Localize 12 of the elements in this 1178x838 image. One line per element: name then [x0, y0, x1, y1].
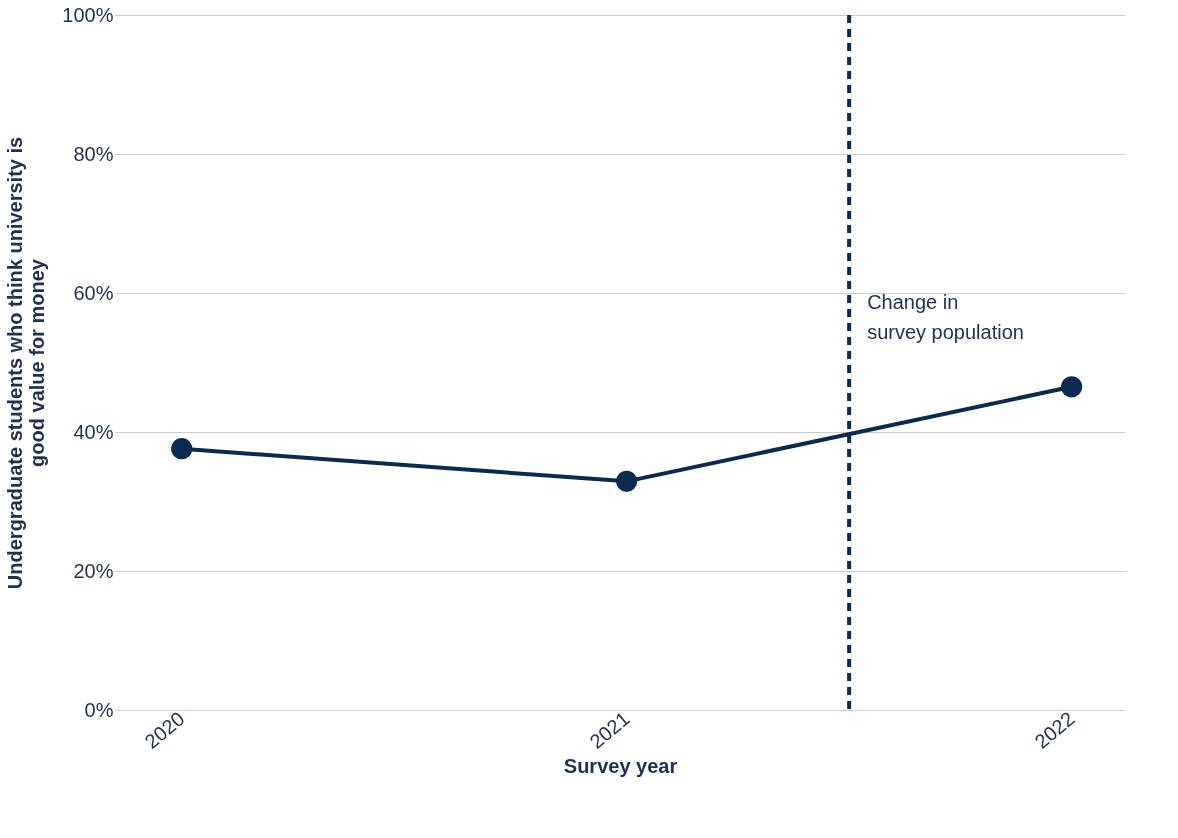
point	[1061, 376, 1083, 398]
x-axis-title: Survey year	[563, 754, 678, 777]
annotation: Change in survey population	[867, 291, 1024, 343]
y-tick-label: 40%	[73, 420, 114, 443]
y-tick-label: 0%	[84, 698, 114, 721]
y-tick-label: 80%	[73, 142, 114, 165]
y-tick-label: 60%	[73, 281, 114, 304]
point	[171, 438, 193, 460]
y-tick-label: 20%	[73, 559, 114, 582]
y-tick-label: 100%	[62, 3, 114, 26]
point	[616, 470, 638, 492]
y-axis-title: Undergraduate students who think university is good value for money	[4, 136, 49, 590]
